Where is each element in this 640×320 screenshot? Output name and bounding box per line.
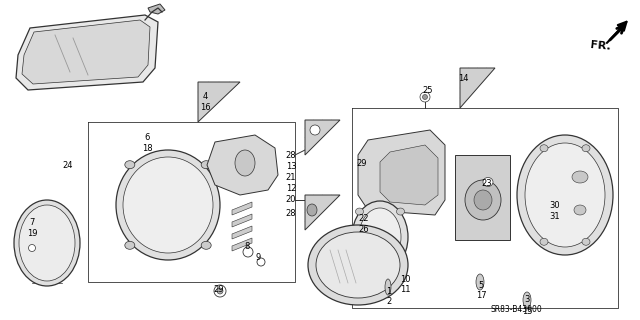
Ellipse shape: [483, 178, 493, 187]
Ellipse shape: [360, 161, 365, 165]
Ellipse shape: [397, 259, 404, 266]
Ellipse shape: [523, 292, 531, 308]
Polygon shape: [16, 15, 158, 90]
Polygon shape: [358, 130, 445, 215]
Text: 13: 13: [285, 162, 296, 171]
Text: 24: 24: [63, 161, 73, 170]
Ellipse shape: [214, 285, 226, 297]
Ellipse shape: [123, 157, 213, 253]
Text: 19: 19: [27, 228, 37, 237]
Text: 23: 23: [482, 179, 492, 188]
Polygon shape: [232, 202, 252, 215]
Ellipse shape: [307, 204, 317, 216]
Text: 25: 25: [423, 85, 433, 94]
Ellipse shape: [316, 232, 400, 298]
Text: 22: 22: [359, 213, 369, 222]
Polygon shape: [148, 4, 165, 14]
Polygon shape: [232, 214, 252, 227]
Polygon shape: [207, 135, 278, 195]
Polygon shape: [305, 195, 340, 230]
Bar: [455, 155, 510, 240]
Ellipse shape: [582, 238, 590, 245]
Text: 18: 18: [141, 143, 152, 153]
Polygon shape: [232, 226, 252, 239]
Ellipse shape: [243, 247, 253, 257]
Text: 3: 3: [524, 295, 530, 305]
Text: 30: 30: [550, 201, 560, 210]
Text: 20: 20: [285, 195, 296, 204]
Text: 14: 14: [458, 74, 468, 83]
Text: SR83-B43000: SR83-B43000: [490, 305, 541, 314]
Text: 28: 28: [285, 209, 296, 218]
Text: 16: 16: [200, 102, 211, 111]
Text: 8: 8: [244, 242, 250, 251]
Ellipse shape: [358, 158, 368, 168]
Ellipse shape: [574, 205, 586, 215]
Text: 31: 31: [550, 212, 560, 220]
Text: FR.: FR.: [590, 40, 611, 52]
Text: 15: 15: [522, 307, 532, 316]
Text: 9: 9: [255, 253, 260, 262]
Text: 5: 5: [478, 281, 484, 290]
Text: 21: 21: [285, 172, 296, 181]
Ellipse shape: [116, 150, 220, 260]
Text: 7: 7: [29, 218, 35, 227]
Ellipse shape: [308, 225, 408, 305]
Text: 2: 2: [387, 298, 392, 307]
Ellipse shape: [355, 259, 364, 266]
Text: 17: 17: [476, 292, 486, 300]
Ellipse shape: [474, 190, 492, 210]
Polygon shape: [460, 68, 495, 108]
Ellipse shape: [125, 241, 135, 249]
Ellipse shape: [420, 92, 430, 102]
Ellipse shape: [217, 288, 223, 294]
Ellipse shape: [310, 125, 320, 135]
Ellipse shape: [355, 208, 364, 215]
Text: 28: 28: [285, 150, 296, 159]
Text: 1: 1: [387, 286, 392, 295]
Ellipse shape: [476, 274, 484, 290]
Ellipse shape: [465, 180, 501, 220]
Polygon shape: [305, 120, 340, 155]
Ellipse shape: [235, 150, 255, 176]
Ellipse shape: [125, 161, 135, 169]
Ellipse shape: [201, 241, 211, 249]
Ellipse shape: [14, 200, 80, 286]
Ellipse shape: [385, 279, 391, 295]
Polygon shape: [380, 145, 438, 205]
Ellipse shape: [540, 238, 548, 245]
Ellipse shape: [29, 244, 35, 252]
Text: 26: 26: [358, 225, 369, 234]
Text: 6: 6: [144, 132, 150, 141]
Ellipse shape: [257, 258, 265, 266]
Ellipse shape: [352, 201, 408, 273]
Ellipse shape: [19, 205, 75, 281]
Ellipse shape: [359, 208, 401, 266]
Polygon shape: [198, 82, 240, 122]
Ellipse shape: [422, 94, 428, 100]
Ellipse shape: [572, 171, 588, 183]
Polygon shape: [22, 20, 150, 84]
Ellipse shape: [582, 145, 590, 152]
Ellipse shape: [525, 143, 605, 247]
Text: 10: 10: [400, 275, 410, 284]
Text: 29: 29: [214, 284, 224, 293]
Text: 11: 11: [400, 285, 410, 294]
Ellipse shape: [397, 208, 404, 215]
Text: 12: 12: [285, 183, 296, 193]
Text: 29: 29: [356, 158, 367, 167]
Ellipse shape: [201, 161, 211, 169]
Text: 4: 4: [202, 92, 207, 100]
Polygon shape: [232, 238, 252, 251]
Ellipse shape: [517, 135, 613, 255]
Ellipse shape: [540, 145, 548, 152]
